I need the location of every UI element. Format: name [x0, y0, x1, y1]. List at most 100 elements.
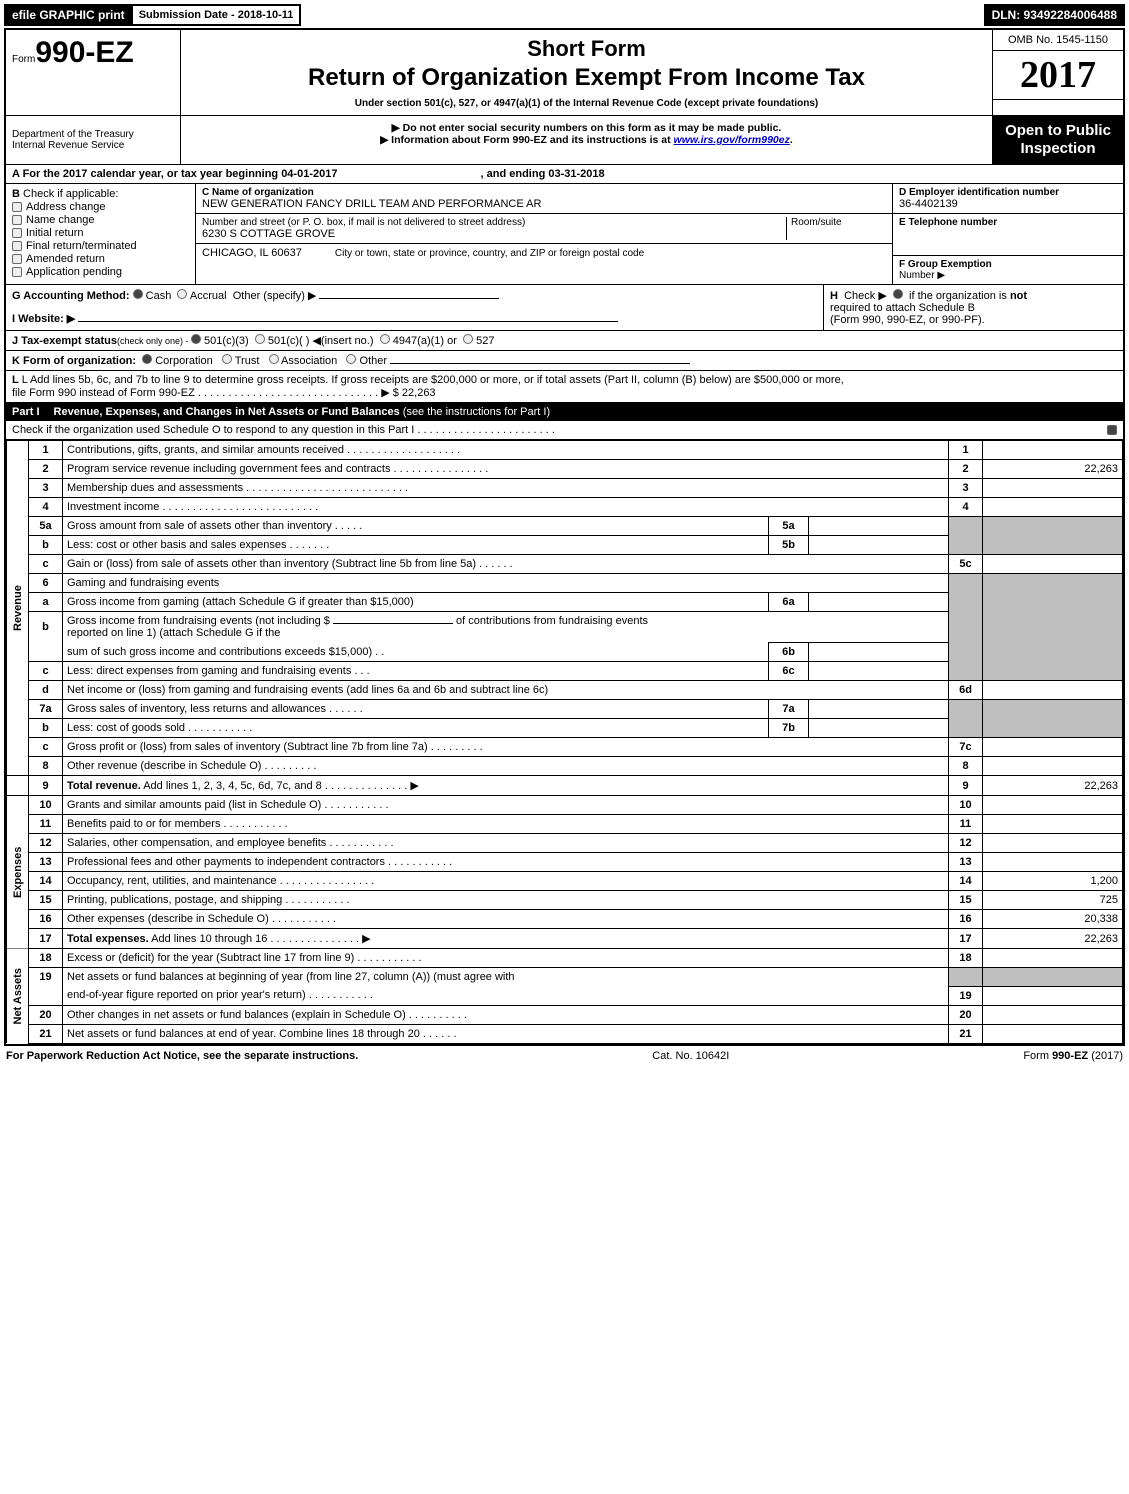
- f-number: Number ▶: [899, 270, 1117, 281]
- city-label: City or town, state or province, country…: [335, 248, 644, 259]
- table-row: b Gross income from fundraising events (…: [7, 612, 1123, 643]
- table-row: b Less: cost or other basis and sales ex…: [7, 536, 1123, 555]
- under-section: Under section 501(c), 527, or 4947(a)(1)…: [189, 98, 984, 109]
- table-row: sum of such gross income and contributio…: [7, 643, 1123, 662]
- org-name: NEW GENERATION FANCY DRILL TEAM AND PERF…: [202, 198, 886, 210]
- line-a: A For the 2017 calendar year, or tax yea…: [6, 165, 1123, 184]
- c-label: C Name of organization: [202, 187, 886, 198]
- section-def: D Employer identification number 36-4402…: [893, 184, 1123, 284]
- radio-501c[interactable]: [255, 334, 265, 344]
- table-row: a Gross income from gaming (attach Sched…: [7, 593, 1123, 612]
- form-number: 990-EZ: [35, 36, 133, 69]
- city-state-zip: CHICAGO, IL 60637: [202, 247, 302, 259]
- checkbox-address-change[interactable]: [12, 202, 22, 212]
- side-revenue: Revenue: [7, 441, 29, 776]
- radio-corp[interactable]: [142, 354, 152, 364]
- radio-501c3[interactable]: [191, 334, 201, 344]
- radio-trust[interactable]: [222, 354, 232, 364]
- part-1-header: Part I Revenue, Expenses, and Changes in…: [6, 403, 1123, 421]
- radio-assoc[interactable]: [269, 354, 279, 364]
- table-row: 21 Net assets or fund balances at end of…: [7, 1024, 1123, 1043]
- table-row: 15 Printing, publications, postage, and …: [7, 891, 1123, 910]
- table-row: Expenses 10 Grants and similar amounts p…: [7, 796, 1123, 815]
- efile-badge: efile GRAPHIC print: [4, 4, 133, 26]
- g-i-block: G Accounting Method: Cash Accrual Other …: [6, 285, 823, 330]
- radio-accrual[interactable]: [177, 289, 187, 299]
- header-row: Form990-EZ Short Form Return of Organiza…: [6, 30, 1123, 116]
- table-row: end-of-year figure reported on prior yea…: [7, 986, 1123, 1005]
- table-row: b Less: cost of goods sold . . . . . . .…: [7, 719, 1123, 738]
- table-row: 3 Membership dues and assessments . . . …: [7, 479, 1123, 498]
- radio-other-org[interactable]: [346, 354, 356, 364]
- open-public-block: Open to Public Inspection: [993, 116, 1123, 164]
- page-footer: For Paperwork Reduction Act Notice, see …: [4, 1046, 1125, 1066]
- table-row: 17 Total expenses. Add lines 10 through …: [7, 929, 1123, 949]
- footer-left: For Paperwork Reduction Act Notice, see …: [6, 1050, 358, 1062]
- table-row: c Gross profit or (loss) from sales of i…: [7, 738, 1123, 757]
- checkbox-schedule-o[interactable]: [1107, 425, 1117, 435]
- dept-row: Department of the Treasury Internal Reve…: [6, 116, 1123, 165]
- instructions-block: ▶ Do not enter social security numbers o…: [181, 116, 993, 164]
- table-row: 4 Investment income . . . . . . . . . . …: [7, 498, 1123, 517]
- addr-label: Number and street (or P. O. box, if mail…: [202, 217, 780, 228]
- financial-table: Revenue 1 Contributions, gifts, grants, …: [6, 440, 1123, 1044]
- table-row: 13 Professional fees and other payments …: [7, 853, 1123, 872]
- e-label: E Telephone number: [899, 217, 1117, 228]
- room-suite-label: Room/suite: [786, 217, 886, 240]
- radio-527[interactable]: [463, 334, 473, 344]
- open-public: Open to Public Inspection: [993, 116, 1123, 164]
- radio-cash[interactable]: [133, 289, 143, 299]
- checkbox-h[interactable]: [893, 289, 903, 299]
- gh-row: G Accounting Method: Cash Accrual Other …: [6, 285, 1123, 331]
- dln-badge: DLN: 93492284006488: [984, 4, 1125, 26]
- table-row: 2 Program service revenue including gove…: [7, 460, 1123, 479]
- side-expenses: Expenses: [7, 796, 29, 949]
- short-form-label: Short Form: [189, 36, 984, 62]
- bcdef-grid: B Check if applicable: Address change Na…: [6, 184, 1123, 285]
- table-row: d Net income or (loss) from gaming and f…: [7, 681, 1123, 700]
- checkbox-amended-return[interactable]: [12, 254, 22, 264]
- f-label: F Group Exemption: [899, 259, 1117, 270]
- table-row: 19 Net assets or fund balances at beginn…: [7, 968, 1123, 987]
- line-l: L L Add lines 5b, 6c, and 7b to line 9 t…: [6, 371, 1123, 403]
- omb-number: OMB No. 1545-1150: [993, 30, 1123, 51]
- table-row: 11 Benefits paid to or for members . . .…: [7, 815, 1123, 834]
- top-bar: efile GRAPHIC print Submission Date - 20…: [4, 4, 1125, 26]
- d-label: D Employer identification number: [899, 187, 1117, 198]
- line-j: J Tax-exempt status(check only one) - 50…: [6, 331, 1123, 351]
- street-address: 6230 S COTTAGE GROVE: [202, 228, 780, 240]
- ein-value: 36-4402139: [899, 198, 1117, 210]
- table-row: 8 Other revenue (describe in Schedule O)…: [7, 757, 1123, 776]
- part-1-label: Part I: [12, 406, 40, 418]
- table-row: c Gain or (loss) from sale of assets oth…: [7, 555, 1123, 574]
- submission-date: Submission Date - 2018-10-11: [133, 4, 302, 26]
- checkbox-initial-return[interactable]: [12, 228, 22, 238]
- year-block: OMB No. 1545-1150 2017: [993, 30, 1123, 115]
- h-block: H Check ▶ if the organization is not req…: [823, 285, 1123, 330]
- part-1-desc: Revenue, Expenses, and Changes in Net As…: [54, 406, 551, 418]
- checkbox-final-return[interactable]: [12, 241, 22, 251]
- checkbox-name-change[interactable]: [12, 215, 22, 225]
- part-1-check: Check if the organization used Schedule …: [6, 421, 1123, 440]
- radio-4947[interactable]: [380, 334, 390, 344]
- section-b: B Check if applicable: Address change Na…: [6, 184, 196, 284]
- form-prefix: Form: [12, 54, 35, 65]
- form-container: Form990-EZ Short Form Return of Organiza…: [4, 28, 1125, 1046]
- footer-cat: Cat. No. 10642I: [652, 1050, 729, 1062]
- table-row: 16 Other expenses (describe in Schedule …: [7, 910, 1123, 929]
- table-row: 5a Gross amount from sale of assets othe…: [7, 517, 1123, 536]
- table-row: 20 Other changes in net assets or fund b…: [7, 1005, 1123, 1024]
- dept-treasury: Department of the Treasury: [12, 129, 174, 140]
- table-row: 14 Occupancy, rent, utilities, and maint…: [7, 872, 1123, 891]
- table-row: 12 Salaries, other compensation, and emp…: [7, 834, 1123, 853]
- irs-link[interactable]: www.irs.gov/form990ez: [674, 134, 790, 146]
- table-row: Revenue 1 Contributions, gifts, grants, …: [7, 441, 1123, 460]
- checkbox-application-pending[interactable]: [12, 267, 22, 277]
- table-row: 6 Gaming and fundraising events: [7, 574, 1123, 593]
- line-k: K Form of organization: Corporation Trus…: [6, 351, 1123, 371]
- do-not-enter: ▶ Do not enter social security numbers o…: [187, 122, 986, 134]
- section-c: C Name of organization NEW GENERATION FA…: [196, 184, 893, 284]
- dept-block: Department of the Treasury Internal Reve…: [6, 116, 181, 164]
- dept-irs: Internal Revenue Service: [12, 140, 174, 151]
- return-title: Return of Organization Exempt From Incom…: [189, 64, 984, 92]
